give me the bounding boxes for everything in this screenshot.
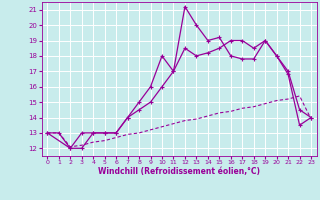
X-axis label: Windchill (Refroidissement éolien,°C): Windchill (Refroidissement éolien,°C) — [98, 167, 260, 176]
